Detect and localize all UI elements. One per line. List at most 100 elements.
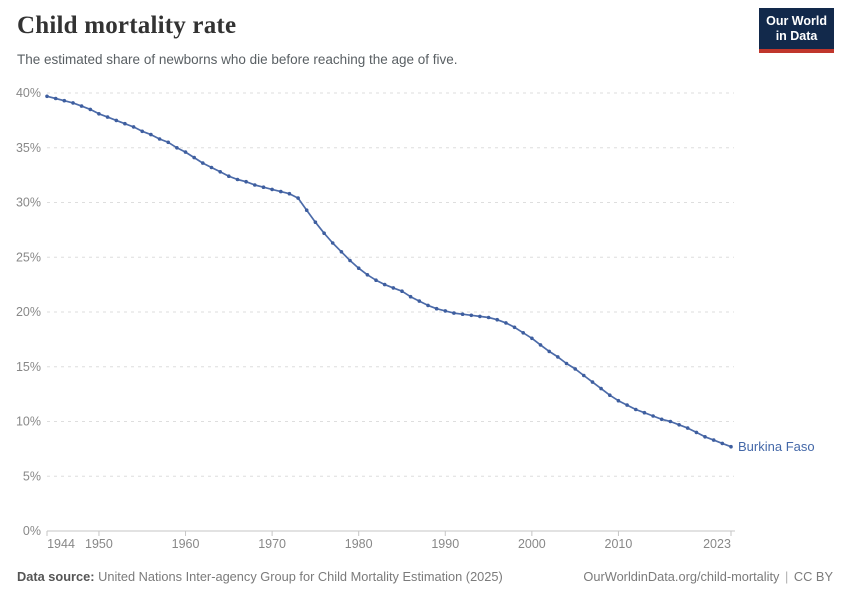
y-tick-label-0: 0%	[23, 524, 41, 538]
data-point-1996[interactable]	[495, 317, 500, 322]
data-point-1995[interactable]	[486, 315, 491, 320]
owid-logo[interactable]: Our World in Data	[759, 8, 834, 53]
x-tick-label-1960: 1960	[172, 537, 200, 551]
data-point-2020[interactable]	[703, 435, 707, 439]
data-point-1958[interactable]	[166, 140, 170, 145]
data-point-1953[interactable]	[123, 121, 127, 126]
data-point-1997[interactable]	[504, 321, 508, 325]
series-burkina-faso[interactable]	[45, 94, 733, 449]
data-source-text: United Nations Inter-agency Group for Ch…	[98, 569, 503, 584]
data-point-1960[interactable]	[183, 150, 188, 154]
license-label: CC BY	[793, 569, 833, 584]
entity-label[interactable]: Burkina Faso	[738, 439, 815, 454]
data-point-1972[interactable]	[287, 191, 292, 196]
data-point-2004[interactable]	[564, 361, 569, 366]
x-tick-label-1950: 1950	[85, 537, 113, 551]
data-point-1987[interactable]	[417, 299, 422, 303]
data-point-2005[interactable]	[573, 367, 577, 371]
data-point-1980[interactable]	[356, 266, 361, 271]
data-point-2001[interactable]	[538, 343, 543, 347]
data-point-1956[interactable]	[149, 132, 153, 137]
data-point-1961[interactable]	[192, 155, 196, 160]
data-point-1951[interactable]	[105, 115, 110, 119]
data-point-1973[interactable]	[296, 196, 300, 200]
data-point-1984[interactable]	[391, 286, 396, 290]
data-point-1946[interactable]	[62, 98, 67, 103]
attribution: OurWorldinData.org/child-mortality | CC …	[583, 569, 833, 584]
data-point-2016[interactable]	[668, 419, 673, 424]
data-point-1977[interactable]	[330, 241, 335, 245]
x-tick-label-2000: 2000	[518, 537, 546, 551]
data-point-1979[interactable]	[348, 258, 352, 263]
data-point-2023[interactable]	[729, 444, 733, 449]
data-point-1944[interactable]	[45, 94, 49, 99]
data-point-1966[interactable]	[235, 177, 240, 182]
data-point-1969[interactable]	[261, 185, 266, 189]
data-point-2019[interactable]	[694, 430, 699, 435]
x-tick-label-2010: 2010	[605, 537, 633, 551]
data-point-2015[interactable]	[659, 417, 664, 422]
data-point-1967[interactable]	[244, 179, 248, 184]
data-point-1954[interactable]	[131, 125, 136, 129]
data-point-1949[interactable]	[88, 107, 93, 112]
data-point-1985[interactable]	[400, 289, 404, 294]
data-point-2021[interactable]	[711, 438, 716, 442]
data-point-1968[interactable]	[253, 183, 257, 187]
chart-footer: Data source: United Nations Inter-agency…	[17, 569, 833, 584]
data-point-1955[interactable]	[140, 129, 144, 134]
data-point-1981[interactable]	[365, 273, 370, 277]
data-point-1959[interactable]	[175, 146, 179, 150]
data-point-1986[interactable]	[408, 294, 413, 299]
data-point-1988[interactable]	[426, 303, 430, 308]
data-point-2014[interactable]	[651, 414, 655, 418]
data-point-1989[interactable]	[434, 306, 439, 311]
page-title: Child mortality rate	[17, 12, 237, 39]
data-point-2002[interactable]	[547, 349, 551, 354]
data-point-2012[interactable]	[634, 407, 638, 412]
data-point-1992[interactable]	[460, 312, 465, 317]
series-line[interactable]	[46, 95, 732, 448]
data-point-2007[interactable]	[590, 380, 595, 384]
data-point-2008[interactable]	[599, 386, 603, 391]
data-point-1983[interactable]	[382, 282, 387, 287]
data-point-1950[interactable]	[97, 112, 101, 116]
data-point-2011[interactable]	[625, 403, 629, 407]
data-point-1975[interactable]	[313, 220, 318, 224]
data-point-1970[interactable]	[270, 187, 274, 192]
data-point-2009[interactable]	[608, 393, 612, 398]
data-point-1947[interactable]	[71, 101, 75, 105]
y-tick-label-25: 25%	[16, 250, 41, 264]
data-point-2003[interactable]	[556, 355, 560, 359]
data-point-1976[interactable]	[322, 231, 326, 235]
data-point-1978[interactable]	[339, 250, 344, 254]
data-point-2018[interactable]	[685, 426, 690, 430]
data-point-1963[interactable]	[209, 165, 214, 170]
data-point-2022[interactable]	[720, 441, 725, 446]
data-point-1991[interactable]	[452, 311, 456, 315]
y-tick-label-10: 10%	[16, 415, 41, 429]
data-point-1964[interactable]	[218, 170, 222, 174]
data-point-2000[interactable]	[530, 336, 534, 341]
data-point-1971[interactable]	[279, 189, 283, 194]
data-point-1974[interactable]	[304, 208, 309, 212]
data-point-1952[interactable]	[114, 118, 119, 123]
data-point-1998[interactable]	[512, 325, 517, 330]
series-markers[interactable]	[45, 94, 733, 449]
data-point-2010[interactable]	[616, 398, 621, 403]
data-point-1957[interactable]	[157, 137, 162, 141]
data-point-1999[interactable]	[521, 331, 525, 335]
owid-link[interactable]: OurWorldinData.org/child-mortality	[583, 569, 780, 584]
data-point-1948[interactable]	[79, 104, 84, 108]
data-point-1962[interactable]	[201, 161, 205, 165]
data-point-1965[interactable]	[227, 174, 231, 178]
data-point-2017[interactable]	[677, 423, 681, 427]
data-point-2013[interactable]	[642, 410, 647, 415]
data-point-1994[interactable]	[478, 314, 482, 319]
data-point-1990[interactable]	[443, 309, 448, 313]
data-point-1982[interactable]	[374, 278, 378, 283]
data-point-1945[interactable]	[53, 96, 58, 101]
data-point-2006[interactable]	[582, 373, 586, 378]
data-point-1993[interactable]	[469, 313, 474, 318]
